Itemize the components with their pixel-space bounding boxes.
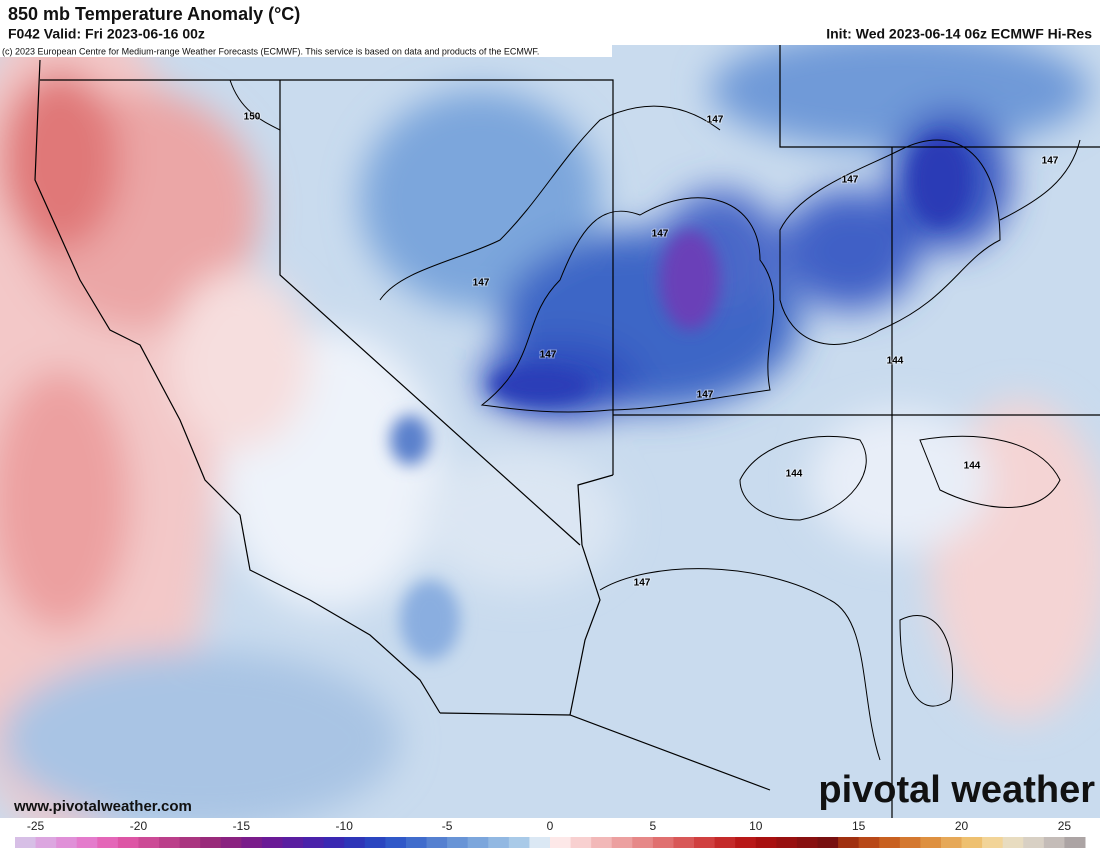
contour-label: 144 bbox=[964, 461, 981, 472]
colorbar-swatch bbox=[714, 837, 736, 848]
colorbar-swatch bbox=[796, 837, 818, 848]
colorbar: -25 -20 -15 -10 -5 0 5 10 15 20 25 bbox=[15, 819, 1086, 848]
colorbar-tick-label: 20 bbox=[955, 819, 969, 833]
contour-label: 147 bbox=[697, 390, 714, 401]
colorbar-swatch bbox=[323, 837, 345, 848]
colorbar-swatch bbox=[652, 837, 674, 848]
colorbar-swatch bbox=[159, 837, 181, 848]
colorbar-swatch bbox=[570, 837, 592, 848]
colorbar-swatch bbox=[899, 837, 921, 848]
colorbar-swatch bbox=[1023, 837, 1045, 848]
colorbar-swatch bbox=[467, 837, 489, 848]
copyright: (c) 2023 European Centre for Medium-rang… bbox=[2, 46, 539, 56]
colorbar-tick-label: 15 bbox=[852, 819, 866, 833]
colorbar-swatch bbox=[179, 837, 201, 848]
colorbar-swatch bbox=[858, 837, 880, 848]
colorbar-tick-label: -25 bbox=[27, 819, 45, 833]
title: 850 mb Temperature Anomaly (°C) bbox=[8, 4, 300, 24]
colorbar-swatch bbox=[755, 837, 777, 848]
colorbar-swatch bbox=[76, 837, 98, 848]
colorbar-swatch bbox=[405, 837, 428, 848]
colorbar-tick-label: -5 bbox=[442, 819, 453, 833]
contour-label: 144 bbox=[786, 469, 803, 480]
colorbar-swatch bbox=[426, 837, 448, 848]
colorbar-swatch bbox=[817, 837, 839, 848]
colorbar-swatch bbox=[838, 837, 860, 848]
colorbar-tick-label: -10 bbox=[336, 819, 354, 833]
colorbar-swatch bbox=[920, 837, 942, 848]
colorbar-tick-label: 25 bbox=[1058, 819, 1072, 833]
colorbar-tick-label: -20 bbox=[130, 819, 148, 833]
contour-label: 147 bbox=[707, 115, 724, 126]
colorbar-swatch bbox=[529, 837, 551, 848]
colorbar-swatch bbox=[364, 837, 386, 848]
contour-label: 147 bbox=[473, 278, 490, 289]
logo: pivotal weather bbox=[818, 769, 1095, 811]
colorbar-tick-label: 0 bbox=[547, 819, 554, 833]
contour-label: 147 bbox=[540, 350, 557, 361]
colorbar-swatch bbox=[1064, 837, 1086, 848]
colorbar-swatch bbox=[694, 837, 716, 848]
colorbar-swatch bbox=[303, 837, 325, 848]
colorbar-swatch bbox=[961, 837, 983, 848]
colorbar-swatch bbox=[940, 837, 963, 848]
colorbar-swatch bbox=[200, 837, 222, 848]
contour-label: 150 bbox=[244, 112, 261, 123]
contour-label: 147 bbox=[652, 229, 669, 240]
colorbar-tick-label: 5 bbox=[650, 819, 657, 833]
contour-label: 144 bbox=[887, 356, 904, 367]
colorbar-tick-label: 10 bbox=[749, 819, 763, 833]
colorbar-swatch bbox=[15, 837, 37, 848]
contour-label: 147 bbox=[634, 578, 651, 589]
colorbar-swatch bbox=[508, 837, 530, 848]
colorbar-tick-label: -15 bbox=[233, 819, 251, 833]
colorbar-swatch bbox=[117, 837, 139, 848]
colorbar-swatch bbox=[220, 837, 242, 848]
colorbar-swatch bbox=[1002, 837, 1024, 848]
website: www.pivotalweather.com bbox=[13, 798, 192, 815]
colorbar-swatch bbox=[1043, 837, 1065, 848]
colorbar-swatch bbox=[735, 837, 757, 848]
colorbar-swatch bbox=[138, 837, 160, 848]
colorbar-swatch bbox=[632, 837, 654, 848]
colorbar-swatch bbox=[488, 837, 510, 848]
init-time: Init: Wed 2023-06-14 06z ECMWF Hi-Res bbox=[826, 26, 1092, 42]
contour-label: 147 bbox=[842, 175, 859, 186]
colorbar-swatch bbox=[550, 837, 572, 848]
contour-label: 147 bbox=[1042, 156, 1059, 167]
colorbar-swatch bbox=[35, 837, 57, 848]
colorbar-swatch bbox=[591, 837, 613, 848]
colorbar-swatch bbox=[344, 837, 366, 848]
valid-time: F042 Valid: Fri 2023-06-16 00z bbox=[8, 26, 205, 42]
colorbar-swatch bbox=[982, 837, 1004, 848]
colorbar-swatch bbox=[879, 837, 901, 848]
colorbar-swatch bbox=[385, 837, 407, 848]
colorbar-swatch bbox=[776, 837, 798, 848]
colorbar-swatch bbox=[261, 837, 283, 848]
colorbar-swatch bbox=[673, 837, 695, 848]
colorbar-swatch bbox=[447, 837, 469, 848]
colorbar-swatch bbox=[611, 837, 633, 848]
colorbar-swatch bbox=[56, 837, 78, 848]
colorbar-swatch bbox=[282, 837, 304, 848]
colorbar-swatch bbox=[241, 837, 263, 848]
colorbar-swatch bbox=[97, 837, 119, 848]
